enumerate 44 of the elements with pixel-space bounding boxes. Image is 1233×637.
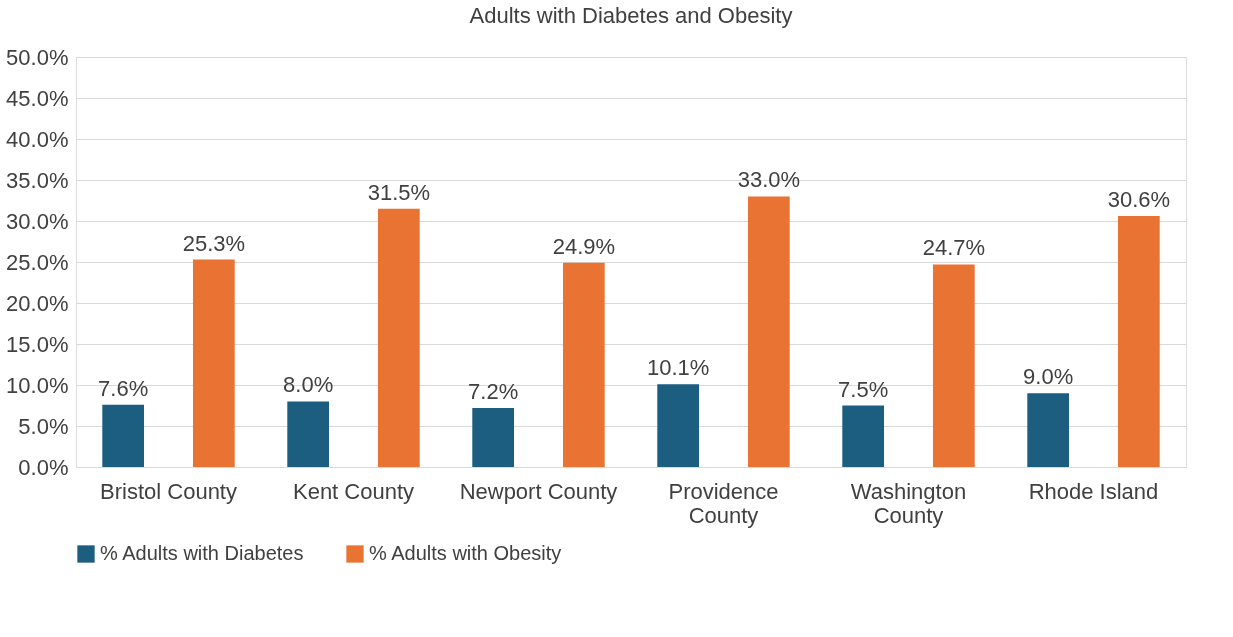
bar [192,259,235,467]
data-label: 25.3% [182,230,246,256]
data-label: 31.5% [367,179,431,205]
y-tick-label: 20.0% [6,290,69,316]
y-tick-label: 30.0% [6,208,69,234]
bar [747,196,790,467]
data-label: 24.9% [552,233,616,259]
bar [932,264,975,467]
bar [102,404,145,467]
y-tick-label: 25.0% [6,249,69,275]
x-tick-label: Providence County [668,478,779,528]
x-tick-label: Rhode Island [1028,478,1159,504]
data-label: 24.7% [922,235,986,261]
bar [1027,393,1070,467]
y-tick-label: 15.0% [6,331,69,357]
x-tick-label: Kent County [292,478,415,504]
bar [842,405,885,467]
legend-label: % Adults with Obesity [369,542,562,564]
data-label: 7.6% [98,375,149,401]
x-tick-label: Newport County [459,478,618,504]
bar [377,208,420,467]
y-tick-label: 45.0% [6,85,69,111]
y-tick-label: 40.0% [6,126,69,152]
bar [287,401,330,467]
data-label: 9.0% [1023,364,1074,390]
bar [472,407,515,467]
y-tick-label: 5.0% [18,413,69,439]
bar [1117,216,1160,467]
data-label: 33.0% [737,167,801,193]
data-label: 7.2% [468,378,519,404]
y-tick-label: 0.0% [18,454,69,480]
y-tick-label: 50.0% [6,44,69,70]
bar [657,384,700,467]
legend-label: % Adults with Diabetes [100,542,304,564]
chart-title: Adults with Diabetes and Obesity [469,3,793,28]
bar [562,262,605,467]
x-tick-label: Washington County [850,478,967,528]
y-tick-label: 10.0% [6,372,69,398]
data-label: 30.6% [1107,187,1171,213]
data-label: 7.5% [838,376,889,402]
data-label: 10.1% [646,355,710,381]
x-tick-label: Bristol County [100,478,237,504]
y-tick-label: 35.0% [6,167,69,193]
data-label: 8.0% [283,372,334,398]
